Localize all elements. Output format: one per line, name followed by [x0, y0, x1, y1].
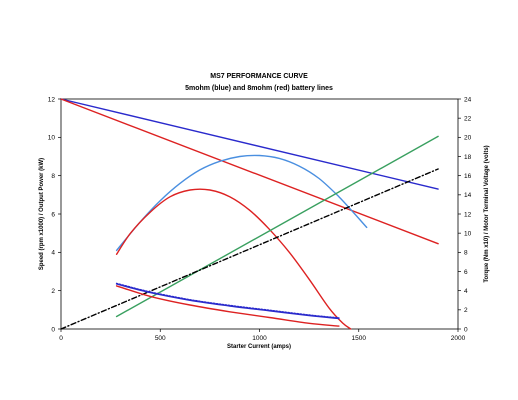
x-tick-label: 2000	[451, 335, 466, 342]
y2-tick-label: 12	[464, 211, 472, 218]
y-tick-label: 4	[51, 250, 55, 257]
x-tick-label: 500	[155, 335, 166, 342]
y-axis-ticks: 0 2 4 6 8 10 12	[48, 96, 61, 333]
series-line-2	[115, 154, 368, 252]
series-line-4	[115, 135, 439, 318]
y-tick-label: 2	[51, 288, 55, 295]
y-axis-label: Speed (rpm x1000) / Output Power (kW)	[39, 158, 45, 270]
y-tick-label: 6	[51, 211, 55, 218]
y2-tick-label: 0	[464, 326, 468, 333]
y-tick-label: 0	[51, 326, 55, 333]
y2-tick-label: 4	[464, 288, 468, 295]
y2-tick-label: 22	[464, 115, 472, 122]
y2-tick-label: 14	[464, 192, 472, 199]
y2-axis-label: Torque (Nm x10) / Motor Terminal Voltage…	[484, 145, 490, 282]
y-tick-label: 12	[48, 96, 56, 103]
y2-tick-label: 6	[464, 269, 468, 276]
x-axis-label: Starter Current (amps)	[227, 344, 291, 350]
y2-tick-label: 18	[464, 154, 472, 161]
series-line-7	[115, 282, 340, 319]
x-tick-label: 1000	[252, 335, 267, 342]
chart-subtitle: 5mohm (blue) and 8mohm (red) battery lin…	[185, 85, 333, 92]
series-layer	[60, 98, 439, 330]
x-tick-label: 1500	[352, 335, 367, 342]
y2-tick-label: 20	[464, 135, 472, 142]
y2-tick-label: 2	[464, 307, 468, 314]
y2-tick-label: 10	[464, 230, 472, 237]
y-tick-label: 8	[51, 173, 55, 180]
y2-tick-label: 24	[464, 96, 472, 103]
x-axis-ticks: 0 500 1000 1500 2000	[59, 329, 466, 342]
plot-area-frame	[60, 98, 459, 330]
series-line-0	[60, 98, 439, 190]
chart-title: MS7 PERFORMANCE CURVE	[210, 73, 308, 80]
series-line-5	[60, 168, 439, 330]
y2-tick-label: 16	[464, 173, 472, 180]
series-line-3	[115, 188, 352, 330]
x-tick-label: 0	[59, 335, 63, 342]
series-line-6	[115, 283, 340, 320]
y-tick-label: 10	[48, 135, 56, 142]
series-line-1	[60, 98, 439, 245]
series-line-8	[115, 285, 340, 327]
y2-tick-label: 8	[464, 250, 468, 257]
